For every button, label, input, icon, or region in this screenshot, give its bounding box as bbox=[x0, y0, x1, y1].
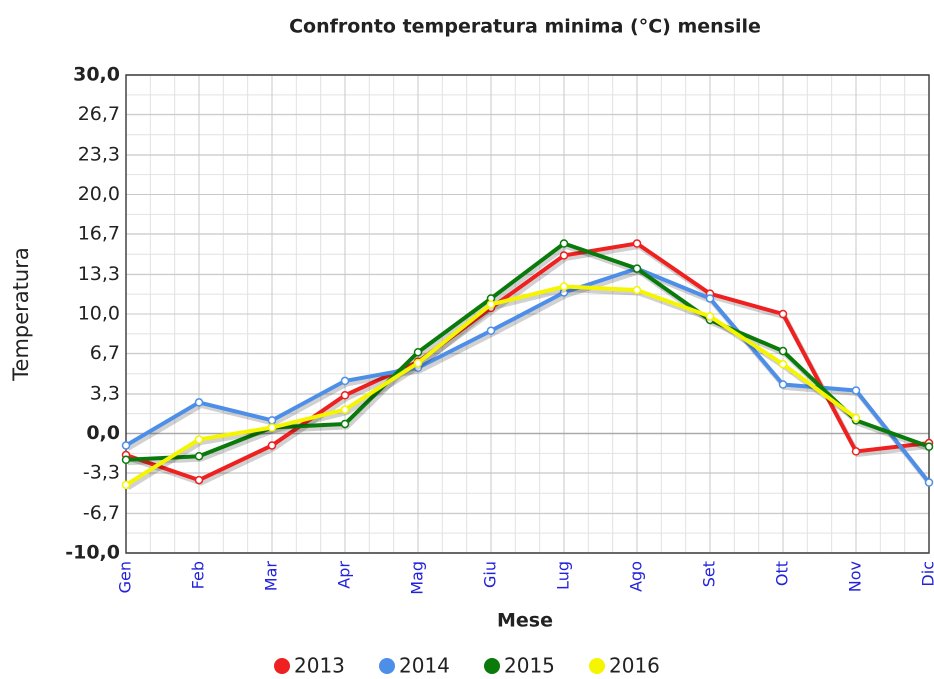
x-tick-label: Nov bbox=[846, 561, 865, 592]
point bbox=[778, 309, 788, 319]
line-shadow bbox=[126, 287, 860, 491]
series-line bbox=[125, 241, 930, 462]
x-tick-label: Feb bbox=[189, 561, 208, 589]
point bbox=[121, 455, 131, 465]
point bbox=[194, 398, 204, 407]
point bbox=[267, 441, 277, 450]
y-tick-label: -3,3 bbox=[83, 461, 120, 483]
point bbox=[851, 447, 861, 456]
point bbox=[340, 391, 350, 400]
point bbox=[778, 359, 788, 369]
y-tick-label: 0,0 bbox=[86, 422, 120, 444]
point bbox=[559, 239, 569, 248]
point bbox=[851, 386, 861, 395]
series-line bbox=[125, 241, 930, 483]
legend-label: 2015 bbox=[504, 654, 555, 678]
chart-title: Confronto temperatura minima (°C) mensil… bbox=[289, 16, 761, 38]
x-tick-label: Giu bbox=[481, 561, 500, 588]
point bbox=[924, 478, 934, 487]
y-tick-label: 23,3 bbox=[78, 144, 120, 166]
point bbox=[121, 441, 131, 450]
x-tick-label: Gen bbox=[116, 561, 135, 593]
line-shadow bbox=[126, 268, 933, 488]
y-tick-label: 20,0 bbox=[78, 183, 120, 205]
point bbox=[340, 419, 350, 429]
point bbox=[413, 358, 423, 368]
point bbox=[632, 239, 642, 248]
y-tick-label: 6,7 bbox=[90, 342, 120, 364]
x-tick-label: Lug bbox=[554, 561, 573, 590]
y-tick-label: 30,0 bbox=[73, 64, 120, 86]
y-tick-label: 10,0 bbox=[78, 303, 120, 325]
point bbox=[778, 380, 788, 389]
legend-swatch bbox=[589, 658, 605, 674]
point bbox=[121, 480, 131, 490]
point bbox=[778, 346, 788, 356]
point bbox=[340, 405, 350, 414]
point bbox=[486, 300, 496, 309]
point bbox=[851, 413, 861, 423]
point bbox=[267, 416, 277, 425]
x-tick-label: Mar bbox=[262, 561, 281, 592]
point bbox=[194, 475, 204, 485]
legend-label: 2014 bbox=[399, 654, 450, 678]
point bbox=[705, 312, 715, 321]
x-tick-label: Ott bbox=[773, 561, 792, 586]
legend-swatch bbox=[274, 658, 290, 674]
point bbox=[924, 442, 934, 451]
series-line bbox=[124, 266, 931, 484]
x-tick-label: Set bbox=[700, 561, 719, 587]
point bbox=[413, 347, 423, 357]
y-tick-label: -6,7 bbox=[83, 502, 120, 524]
point bbox=[632, 285, 642, 295]
point bbox=[559, 282, 569, 291]
point bbox=[559, 251, 569, 260]
y-axis-label: Temperatura bbox=[9, 247, 33, 381]
x-tick-label: Dic bbox=[919, 561, 934, 587]
point bbox=[705, 294, 715, 303]
x-tick-label: Mag bbox=[408, 561, 427, 595]
legend-swatch bbox=[379, 658, 395, 674]
point bbox=[267, 423, 277, 432]
point bbox=[632, 264, 642, 273]
x-tick-label: Apr bbox=[335, 561, 354, 589]
y-tick-label: -10,0 bbox=[65, 542, 120, 564]
legend-swatch bbox=[484, 658, 500, 674]
y-tick-label: 26,7 bbox=[78, 103, 120, 125]
point bbox=[194, 435, 204, 444]
point bbox=[340, 376, 350, 386]
legend-label: 2013 bbox=[294, 654, 345, 678]
point bbox=[194, 451, 204, 461]
y-tick-label: 3,3 bbox=[90, 383, 120, 405]
x-axis-label: Mese bbox=[497, 610, 553, 632]
legend-label: 2016 bbox=[609, 654, 660, 678]
x-tick-label: Ago bbox=[627, 561, 646, 592]
y-tick-label: 13,3 bbox=[78, 263, 120, 285]
y-tick-label: 16,7 bbox=[78, 222, 120, 244]
point bbox=[486, 326, 496, 335]
plot-frame bbox=[125, 74, 930, 554]
